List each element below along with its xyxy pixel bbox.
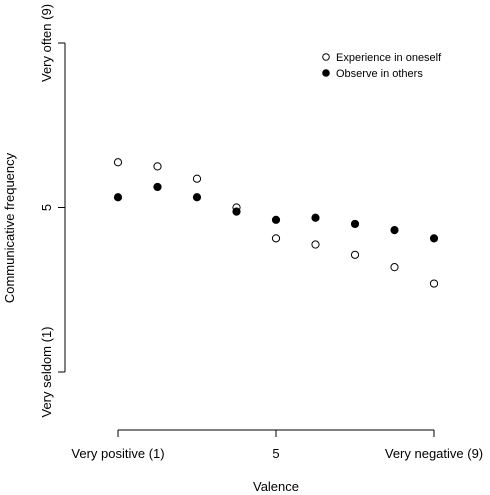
legend: Experience in oneself Observe in others [322, 52, 442, 80]
data-point [429, 279, 439, 288]
data-point [192, 174, 202, 183]
y-tick-label: 5 [39, 204, 54, 211]
series-observe-in-others [113, 182, 439, 243]
axes [64, 43, 434, 431]
data-point [153, 162, 162, 171]
data-point [113, 158, 123, 167]
data-point [390, 226, 399, 235]
x-tick-label: Very negative (9) [385, 446, 483, 461]
data-point [390, 263, 399, 272]
x-tick-label: 5 [272, 446, 279, 461]
data-point [271, 215, 281, 224]
ticks: Very seldom (1) 5 Very often (9) Very posit… [39, 4, 483, 461]
legend-marker-experience-in-oneself [322, 53, 330, 61]
x-axis-label: Valence [253, 479, 299, 494]
data-point [271, 234, 281, 243]
y-tick-label: Very seldom (1) [39, 326, 54, 417]
legend-marker-observe-in-others [322, 69, 330, 77]
legend-label-observe-in-others: Observe in others [336, 68, 423, 80]
data-point [113, 193, 123, 202]
series-experience-in-oneself [113, 158, 439, 288]
legend-label-experience-in-oneself: Experience in oneself [336, 52, 442, 64]
data-point [311, 213, 320, 222]
data-point [311, 240, 320, 249]
data-point [350, 219, 360, 229]
data-point [232, 207, 241, 216]
x-tick-label: Very positive (1) [71, 446, 164, 461]
data-point [429, 234, 439, 243]
data-point [192, 193, 202, 202]
data-point [153, 182, 162, 192]
y-tick-label: Very often (9) [39, 4, 54, 82]
data-points [113, 158, 439, 288]
y-axis-label: Communicative frequency [2, 152, 17, 303]
data-point [350, 250, 360, 259]
